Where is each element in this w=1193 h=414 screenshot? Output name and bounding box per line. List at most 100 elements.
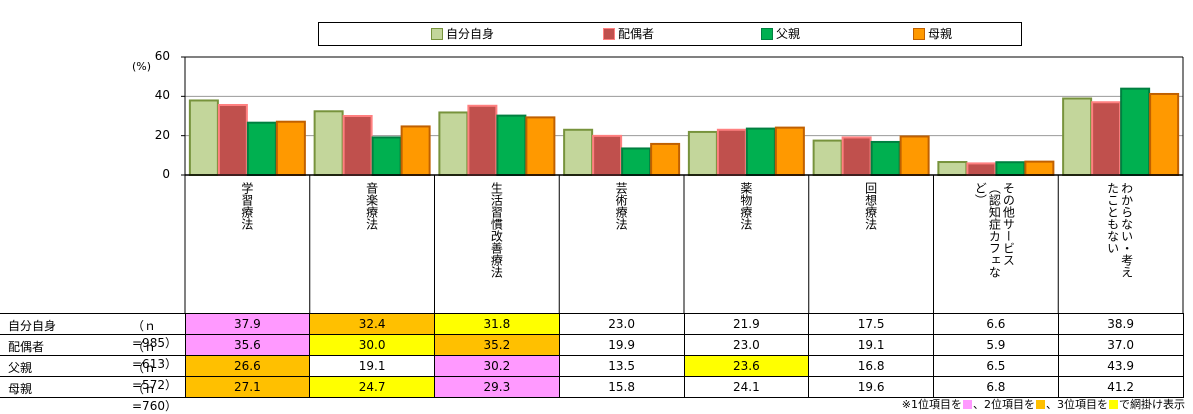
table-cell: 6.8 <box>933 376 1059 398</box>
bar-2-8 <box>1091 101 1122 176</box>
y-axis-unit: (%) <box>132 60 152 73</box>
bar-3-3 <box>496 114 527 176</box>
table-cell: 30.2 <box>434 355 560 377</box>
bar-4-4 <box>650 142 681 176</box>
category-label-7: その他サービス （認知症カフェな ど） <box>973 182 1016 278</box>
bar-1-1 <box>188 99 219 176</box>
legend-item-1: 自分自身 <box>431 27 494 41</box>
legend-item-2: 配偶者 <box>603 27 654 41</box>
table-cell: 29.3 <box>434 376 560 398</box>
bar-3-1 <box>246 121 277 176</box>
table-cell: 23.0 <box>683 334 810 356</box>
bar-3-2 <box>371 136 402 176</box>
bar-2-5 <box>716 128 747 176</box>
legend-swatch <box>761 28 773 40</box>
row-header: 配偶者 （ｎ=613） <box>0 334 186 371</box>
table-cell: 35.6 <box>184 334 311 356</box>
category-label-6: 回想療法 <box>863 182 878 230</box>
footnote-prefix: ※1位項目を <box>901 398 962 411</box>
table-cell: 13.5 <box>558 355 685 377</box>
row-header: 母親 （ｎ=760） <box>0 376 186 413</box>
bar-4-3 <box>525 116 556 176</box>
bar-1-5 <box>687 130 718 176</box>
data-table: 自分自身 （ｎ=985） 37.9 32.4 31.8 23.0 21.9 17.5 6.6 38… <box>0 313 1184 413</box>
table-row: 父親 （ｎ=572） 26.6 19.1 30.2 13.5 23.6 16.8 6.5 43.9 <box>0 355 1184 392</box>
bar-1-2 <box>313 110 344 176</box>
table-cell: 17.5 <box>808 313 934 335</box>
legend-item-3: 父親 <box>761 27 800 41</box>
table-cell: 30.0 <box>309 334 435 356</box>
plot-frame <box>181 56 1184 314</box>
bar-2-7 <box>966 162 997 177</box>
ytick-label-60: 60 <box>154 49 170 63</box>
legend-swatch <box>603 28 615 40</box>
legend-item-4: 母親 <box>913 27 952 41</box>
row-name: 父親 <box>8 361 33 375</box>
category-label-8: わからない・考え たこともない <box>1105 182 1134 278</box>
table-cell: 31.8 <box>434 313 560 335</box>
table-cell: 32.4 <box>309 313 435 335</box>
bar-1-8 <box>1062 97 1093 176</box>
bar-1-6 <box>812 139 843 176</box>
row-name: 自分自身 <box>8 319 57 333</box>
legend-label: 自分自身 <box>446 27 495 41</box>
table-cell: 6.6 <box>933 313 1059 335</box>
footnote-mid1: 、2位項目を <box>973 398 1035 411</box>
row-sample-size: （ｎ=760） <box>132 382 177 413</box>
bar-2-1 <box>217 103 248 176</box>
row-name: 配偶者 <box>8 340 45 354</box>
table-cell: 35.2 <box>434 334 560 356</box>
row-name: 母親 <box>8 382 33 396</box>
row-header: 父親 （ｎ=572） <box>0 355 186 392</box>
table-cell: 19.1 <box>808 334 934 356</box>
ytick-label-40: 40 <box>154 88 170 103</box>
bar-4-1 <box>275 120 306 176</box>
table-cell: 38.9 <box>1057 313 1184 335</box>
footnote: ※1位項目を 、2位項目を 、3位項目を で網掛け表示 <box>902 396 1185 412</box>
ytick-label-0: 0 <box>162 167 170 181</box>
table-cell: 19.6 <box>808 376 934 398</box>
row-header: 自分自身 （ｎ=985） <box>0 313 186 350</box>
table-row: 自分自身 （ｎ=985） 37.9 32.4 31.8 23.0 21.9 17.5 6.6 38… <box>0 313 1184 350</box>
bar-3-4 <box>621 147 652 176</box>
bar-2-2 <box>342 115 373 176</box>
table-row: 配偶者 （ｎ=613） 35.6 30.0 35.2 19.9 23.0 19.1 5.9 37.… <box>0 334 1184 371</box>
table-cell: 23.0 <box>558 313 685 335</box>
bar-3-6 <box>870 140 901 177</box>
table-cell: 6.5 <box>933 355 1059 377</box>
bar-4-7 <box>1024 160 1055 176</box>
table-cell: 24.7 <box>309 376 435 398</box>
table-cell: 19.9 <box>558 334 685 356</box>
ytick-label-20: 20 <box>154 127 170 142</box>
bar-4-6 <box>899 135 930 177</box>
category-label-3: 生活習慣改善療法 <box>489 182 504 278</box>
table-cell: 5.9 <box>933 334 1059 356</box>
bar-3-7 <box>995 161 1026 176</box>
table-cell: 41.2 <box>1057 376 1184 398</box>
bar-2-3 <box>467 104 498 176</box>
bar-4-8 <box>1149 92 1180 176</box>
category-label-4: 芸術療法 <box>614 182 629 230</box>
bar-2-6 <box>841 136 872 176</box>
rank2-swatch <box>1036 399 1045 409</box>
bar-1-3 <box>438 111 469 176</box>
table-row: 母親 （ｎ=760） 27.1 24.7 29.3 15.8 24.1 19.6 6.8 41.2 <box>0 376 1184 413</box>
table-cell: 16.8 <box>808 355 934 377</box>
table-cell: 43.9 <box>1057 355 1184 377</box>
bar-3-8 <box>1120 87 1151 176</box>
table-cell: 24.1 <box>683 376 810 398</box>
bar-1-7 <box>937 161 968 177</box>
chart-plot <box>181 56 1184 314</box>
bar-4-5 <box>774 126 805 176</box>
bars <box>188 87 1180 177</box>
table-cell: 27.1 <box>184 376 311 398</box>
table-cell: 21.9 <box>683 313 810 335</box>
rank3-swatch <box>1109 399 1118 409</box>
legend-label: 父親 <box>776 27 801 41</box>
legend-swatch <box>431 28 443 40</box>
table-cell: 19.1 <box>309 355 435 377</box>
rank1-swatch <box>963 399 972 409</box>
category-label-1: 学習療法 <box>239 182 254 230</box>
bar-2-4 <box>592 134 623 176</box>
bar-1-4 <box>563 128 594 176</box>
